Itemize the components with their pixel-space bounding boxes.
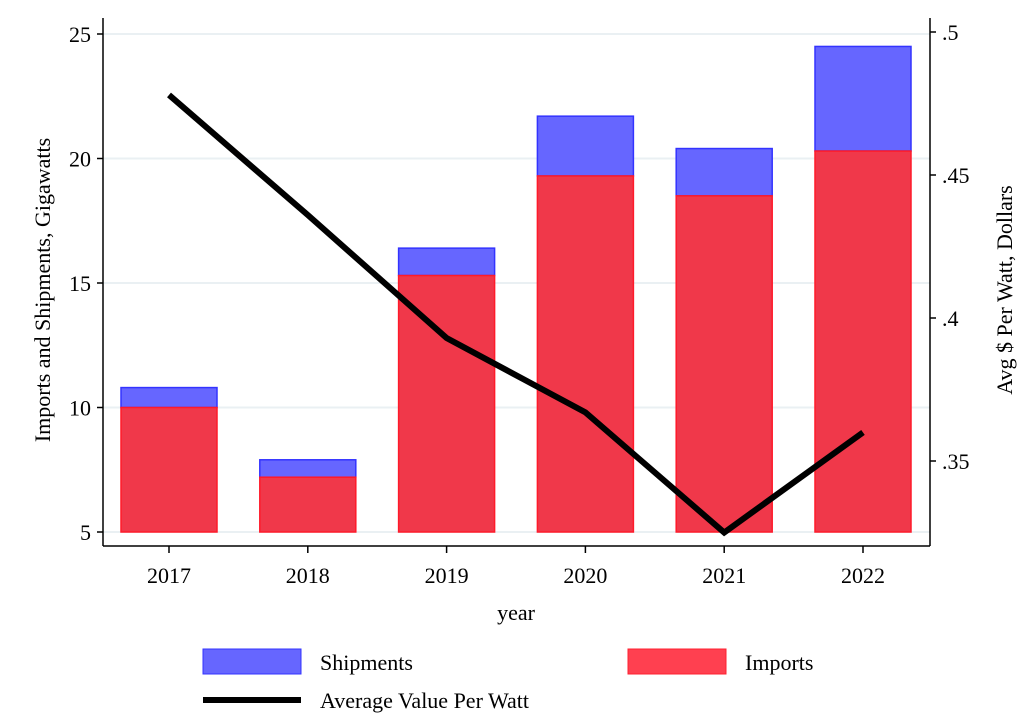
- axes: 5 10 15 20 25 .35 .4 .45 .5 2017 2018 2019 2020 2021 2…: [69, 18, 970, 588]
- bar-imports: [397, 274, 496, 533]
- bar-shipments: [675, 147, 773, 197]
- y-tick-label-right: .35: [942, 449, 970, 474]
- bar-shipments: [259, 459, 357, 478]
- y-tick-label-left: 25: [69, 22, 91, 47]
- avg-value-line: [167, 92, 865, 537]
- y-tick-label-right: .45: [942, 163, 970, 188]
- y-tick-label-left: 20: [69, 147, 91, 172]
- legend-label-shipments: Shipments: [320, 650, 413, 675]
- bar-imports: [259, 476, 357, 533]
- legend-label-imports: Imports: [745, 650, 813, 675]
- legend-swatch-shipments: [202, 648, 302, 675]
- y-axis-label-left: Imports and Shipments, Gigawatts: [30, 138, 55, 442]
- legend-swatch-imports: [627, 648, 727, 675]
- y-tick-label-right: .4: [942, 306, 959, 331]
- x-tick-label: 2017: [147, 563, 191, 588]
- gridlines: [103, 33, 930, 533]
- y-tick-label-left: 15: [69, 271, 91, 296]
- x-tick-label: 2021: [702, 563, 746, 588]
- x-tick-label: 2022: [841, 563, 885, 588]
- bar-imports: [675, 195, 773, 533]
- line-series: [167, 92, 865, 537]
- bar-shipments: [536, 115, 635, 177]
- x-tick-label: 2020: [563, 563, 607, 588]
- bar-shipments: [120, 386, 218, 409]
- bar-shipments: [397, 247, 496, 277]
- bar-imports: [120, 406, 218, 533]
- bars: [120, 45, 912, 533]
- x-tick-label: 2019: [425, 563, 469, 588]
- y-tick-label-left: 5: [80, 520, 91, 545]
- y-axis-label-right: Avg $ Per Watt, Dollars: [992, 185, 1017, 394]
- bar-shipments: [814, 45, 912, 152]
- x-tick-label: 2018: [286, 563, 330, 588]
- y-tick-label-right: .5: [942, 20, 959, 45]
- y-tick-label-left: 10: [69, 396, 91, 421]
- x-axis-label: year: [497, 600, 536, 625]
- legend: Shipments Imports Average Value Per Watt: [202, 648, 813, 713]
- bar-imports: [536, 175, 635, 533]
- legend-label-avg-value: Average Value Per Watt: [320, 688, 529, 713]
- bar-imports: [814, 150, 912, 533]
